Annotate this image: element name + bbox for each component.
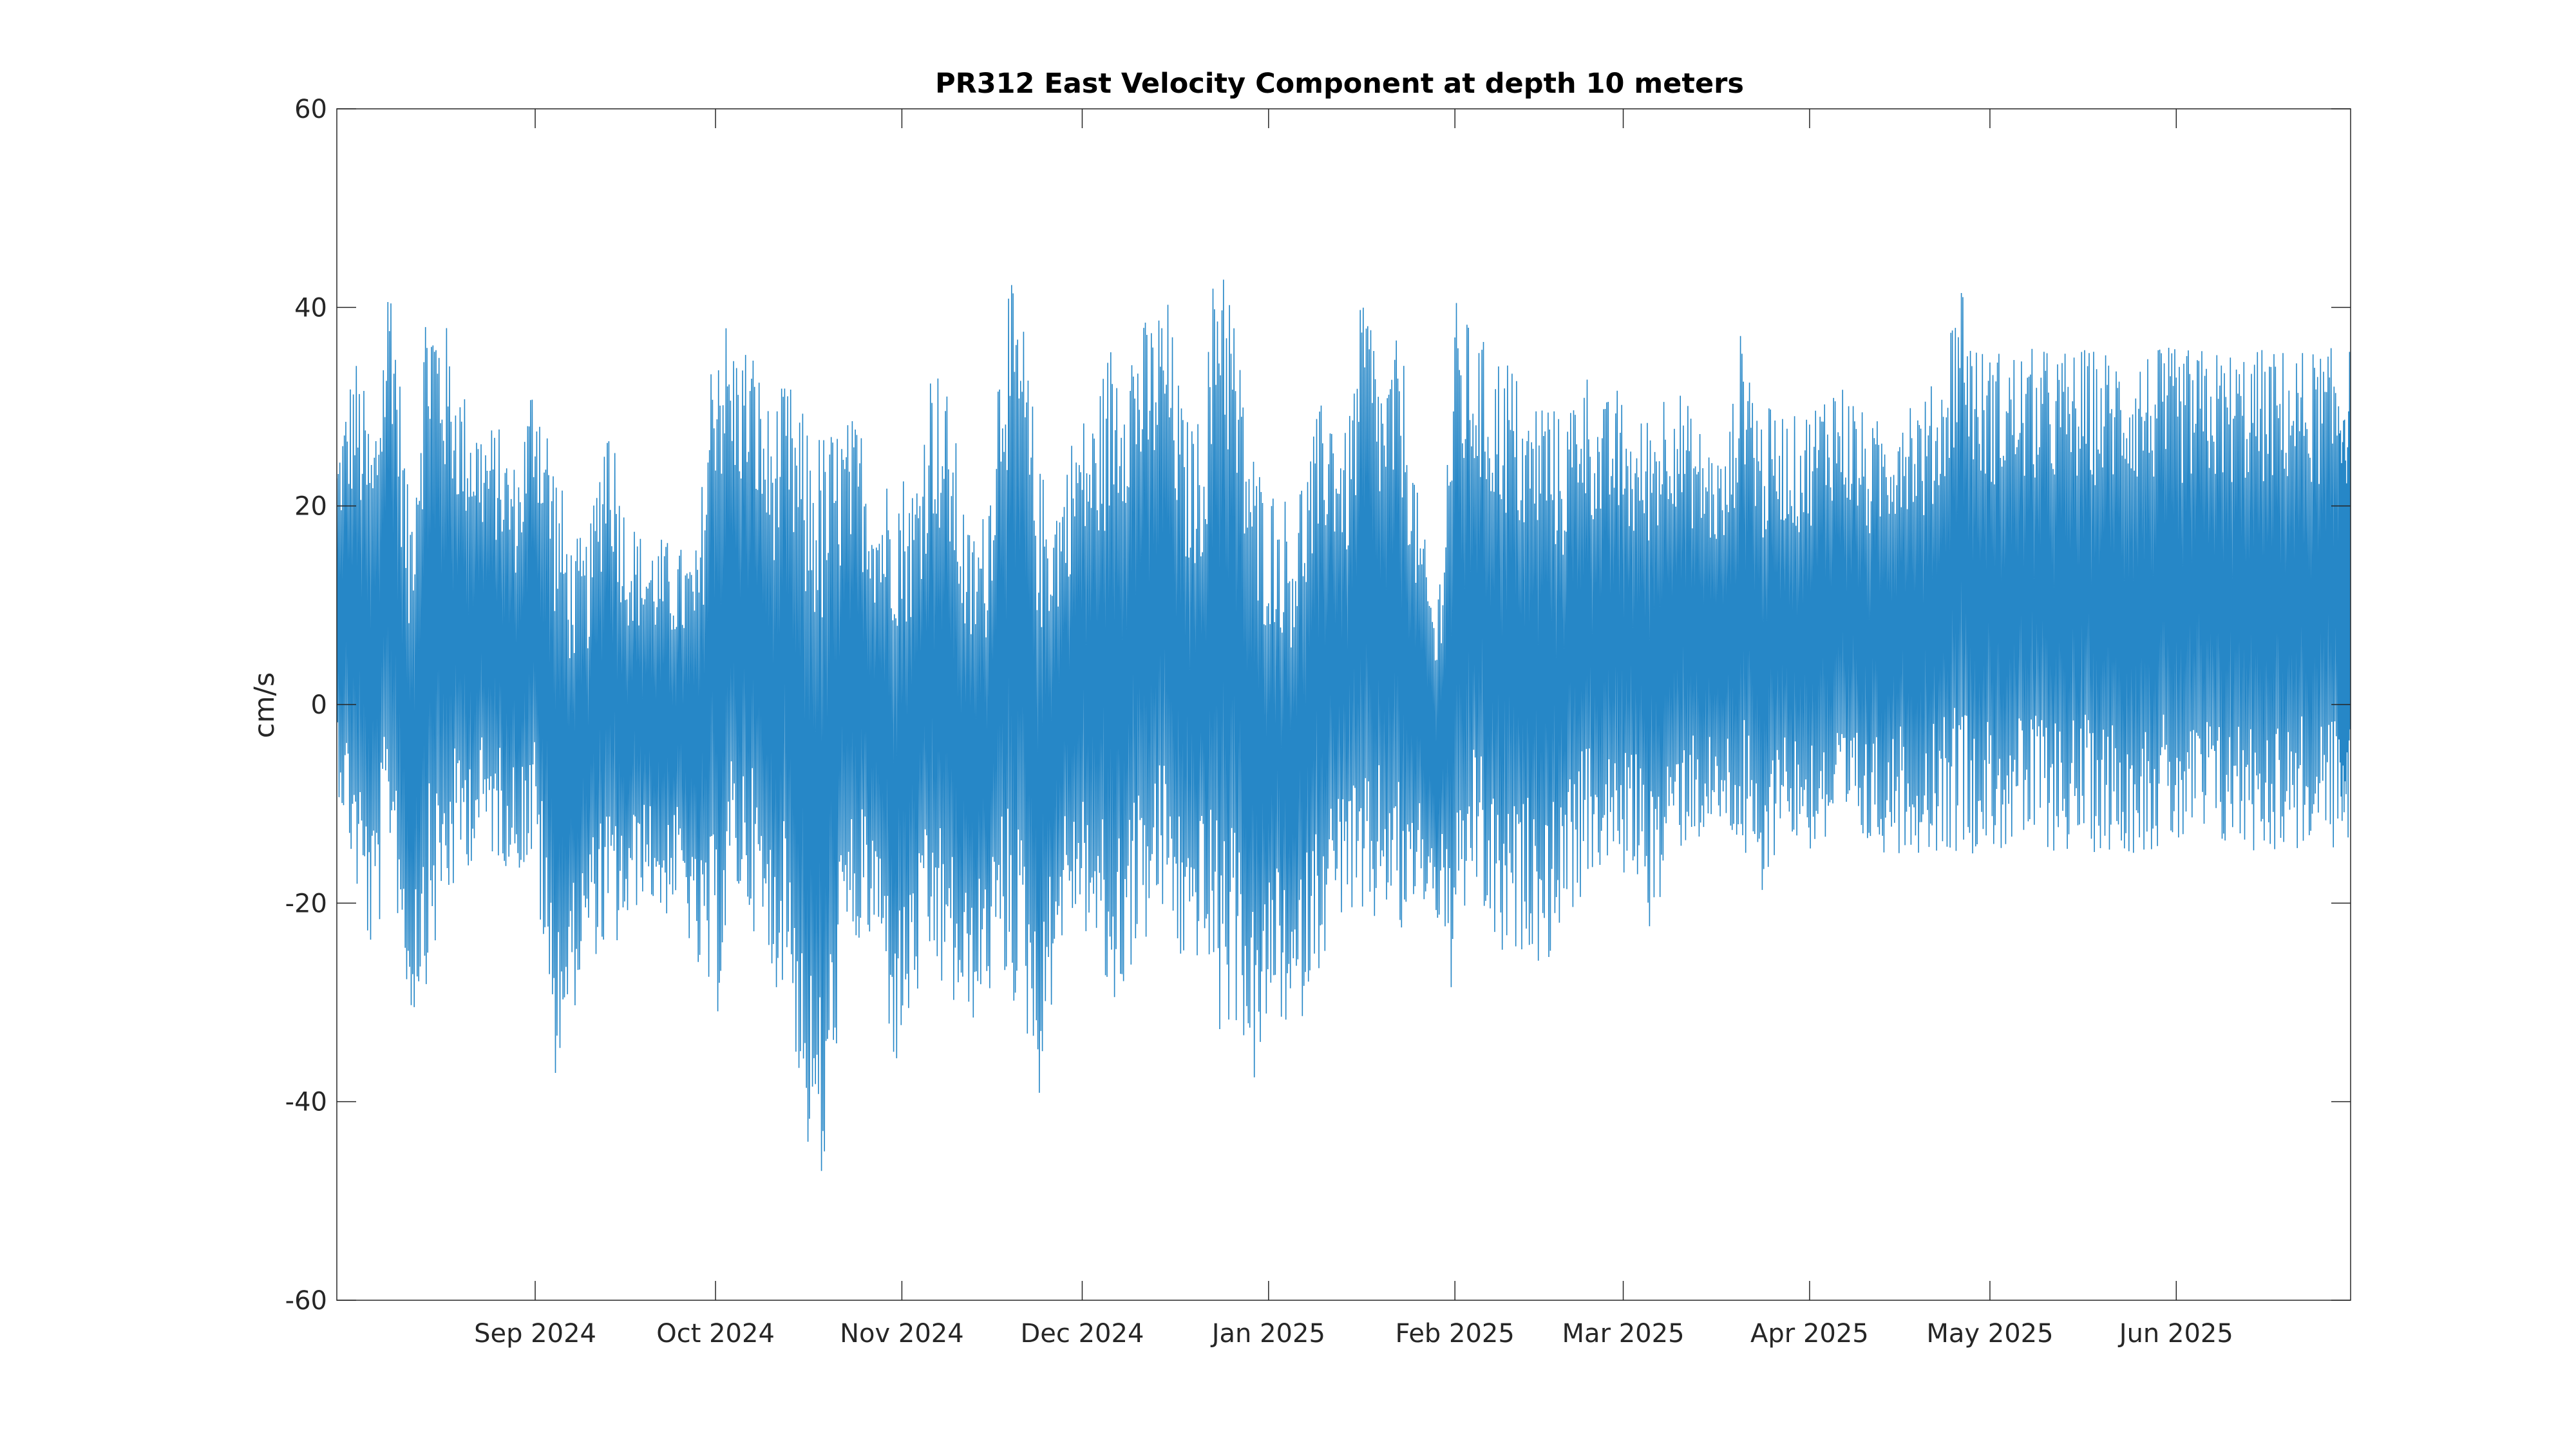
- y-tick-label: 20: [294, 492, 327, 522]
- x-tick-label: Mar 2025: [1562, 1319, 1685, 1349]
- y-tick-label: 0: [311, 690, 327, 720]
- y-tick-label: -60: [285, 1286, 327, 1316]
- x-tick-label: Nov 2024: [840, 1319, 964, 1349]
- chart-title: PR312 East Velocity Component at depth 1…: [935, 68, 1744, 100]
- y-tick-label: -20: [285, 889, 327, 918]
- y-tick-label: -40: [285, 1088, 327, 1117]
- y-tick-label: 60: [294, 95, 327, 124]
- plot-area: 60 40 20 0 -20 -40 -60 Sep 2024 Oct 2024 Nov 2024…: [285, 95, 2351, 1349]
- x-tick-label: Oct 2024: [656, 1319, 775, 1349]
- x-tick-label: May 2025: [1926, 1319, 2053, 1349]
- x-tick-label: Jun 2025: [2117, 1319, 2233, 1349]
- y-axis-label: cm/s: [249, 672, 281, 738]
- y-tick-label: 40: [294, 293, 327, 323]
- x-tick-label: Apr 2025: [1750, 1319, 1869, 1349]
- x-tick-label: Jan 2025: [1210, 1319, 1325, 1349]
- x-tick-label: Feb 2025: [1396, 1319, 1515, 1349]
- x-tick-label: Dec 2024: [1020, 1319, 1144, 1349]
- series-line: [337, 279, 2351, 1171]
- x-tick-label: Sep 2024: [474, 1319, 596, 1349]
